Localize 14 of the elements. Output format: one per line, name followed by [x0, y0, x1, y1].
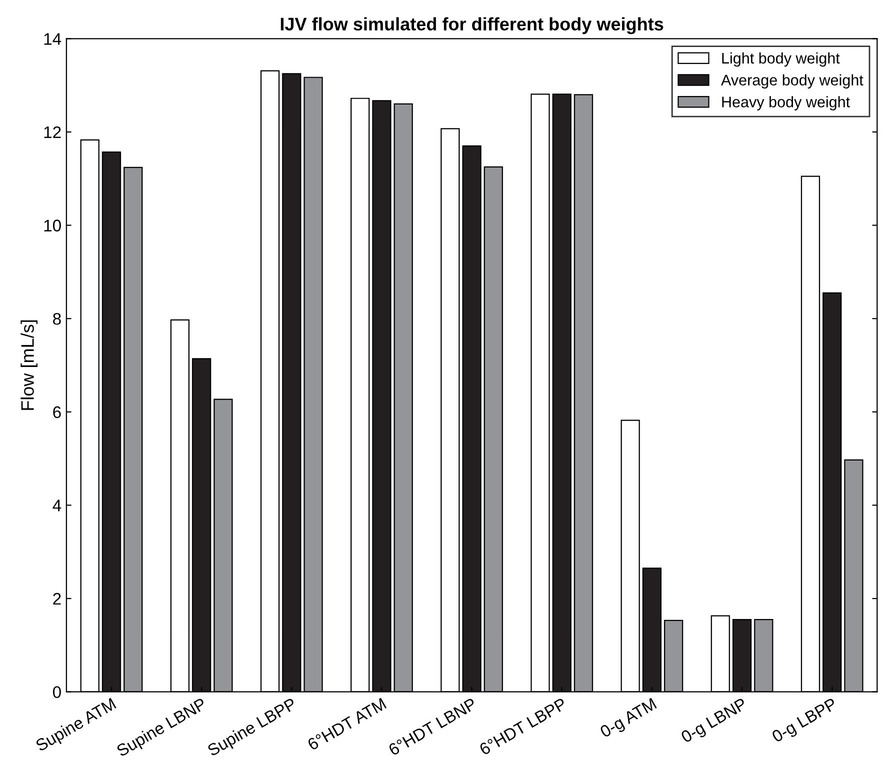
- legend-label: Heavy body weight: [722, 96, 850, 110]
- y-tick-label: 10: [44, 220, 61, 232]
- y-axis-title: Flow [mL/s]: [20, 320, 38, 410]
- y-tick-label: 12: [44, 126, 61, 138]
- y-tick-label: 14: [44, 33, 62, 45]
- chart-title: IJV flow simulated for different body weights: [280, 17, 664, 34]
- y-tick-label: 0: [52, 686, 61, 698]
- y-tick-label: 2: [53, 592, 61, 605]
- y-tick-label: 4: [52, 500, 62, 512]
- legend-label: Average body weight: [721, 74, 864, 89]
- y-tick-label: 6: [53, 406, 61, 418]
- legend-label: Light body weight: [722, 52, 840, 67]
- y-tick-label: 8: [53, 312, 61, 325]
- x-tick-label: 0-g ATM: [599, 698, 659, 741]
